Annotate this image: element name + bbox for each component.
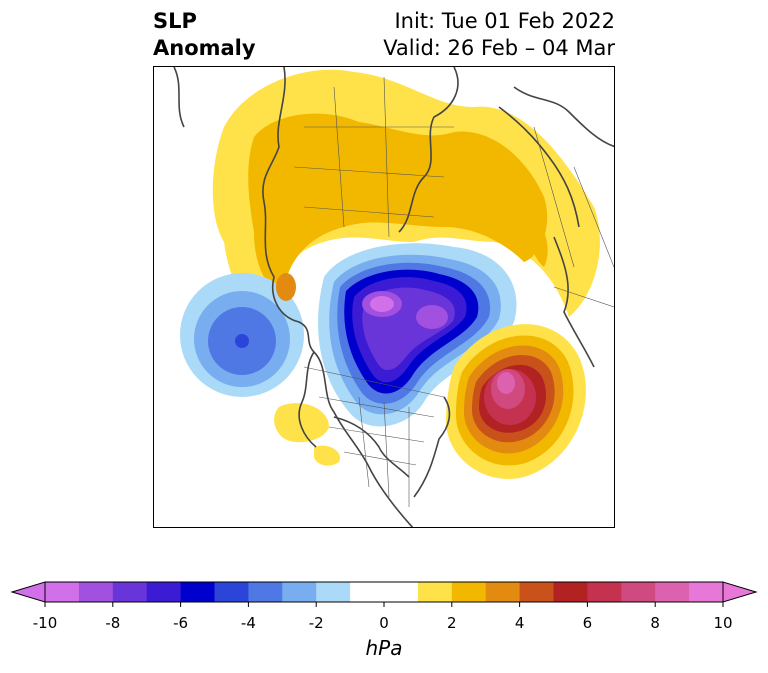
colorbar-bin xyxy=(417,582,453,602)
atlantic-high-anomaly xyxy=(445,324,586,479)
colorbar-tick-label: 10 xyxy=(713,614,733,632)
colorbar-bins xyxy=(45,582,724,602)
colorbar-tick-label: -2 xyxy=(308,614,324,632)
colorbar-unit: hPa xyxy=(365,636,403,660)
political-borders xyxy=(293,76,614,507)
pacific-low-anomaly xyxy=(180,273,304,397)
colorbar-tick-label: 0 xyxy=(379,614,389,632)
colorbar-bin xyxy=(112,582,148,602)
valid-range: Valid: 26 Feb – 04 Mar xyxy=(383,36,615,60)
colorbar-tick-label: -10 xyxy=(32,614,58,632)
colorbar-under-arrow xyxy=(10,581,46,603)
colorbar-bin xyxy=(587,582,622,602)
colorbar-tick-label: 6 xyxy=(582,614,593,632)
title-variable: SLP xyxy=(153,9,197,33)
map-dates: Init: Tue 01 Feb 2022 Valid: 26 Feb – 04… xyxy=(383,8,615,62)
init-date: Init: Tue 01 Feb 2022 xyxy=(394,9,615,33)
colorbar-bin xyxy=(214,582,249,602)
eurasia-high-anomaly xyxy=(212,69,600,328)
colorbar-tick-label: -6 xyxy=(173,614,189,632)
colorbar-over-arrow xyxy=(722,581,758,603)
title-field: Anomaly xyxy=(153,36,256,60)
colorbar-bin xyxy=(45,582,80,602)
colorbar-tick-label: 2 xyxy=(447,614,457,632)
colorbar-tick-label: -8 xyxy=(105,614,121,632)
map-title: SLP Anomaly xyxy=(153,8,256,62)
colorbar-ticks xyxy=(44,602,724,607)
colorbar-bin xyxy=(553,582,588,602)
colorbar-bin xyxy=(689,582,724,602)
colorbar-bin xyxy=(485,582,521,602)
coastlines xyxy=(173,67,614,527)
colorbar-tick-label: -4 xyxy=(240,614,256,632)
colorbar-tick-label: 8 xyxy=(650,614,660,632)
colorbar-bin xyxy=(248,582,283,602)
colorbar-bin xyxy=(282,582,317,602)
colorbar-bin xyxy=(655,582,690,602)
colorbar xyxy=(10,581,758,607)
colorbar-tick-label: 4 xyxy=(514,614,525,632)
colorbar-bin xyxy=(519,582,554,602)
colorbar-bin xyxy=(621,582,656,602)
colorbar-bin xyxy=(146,582,182,602)
colorbar-bin xyxy=(78,582,114,602)
colorbar-bin xyxy=(180,582,215,602)
colorbar-bin xyxy=(316,582,351,602)
anomaly-map xyxy=(173,67,614,527)
minor-anomalies xyxy=(274,273,340,466)
colorbar-bin xyxy=(451,582,487,602)
map-panel xyxy=(153,66,615,528)
colorbar-bin xyxy=(350,582,419,602)
